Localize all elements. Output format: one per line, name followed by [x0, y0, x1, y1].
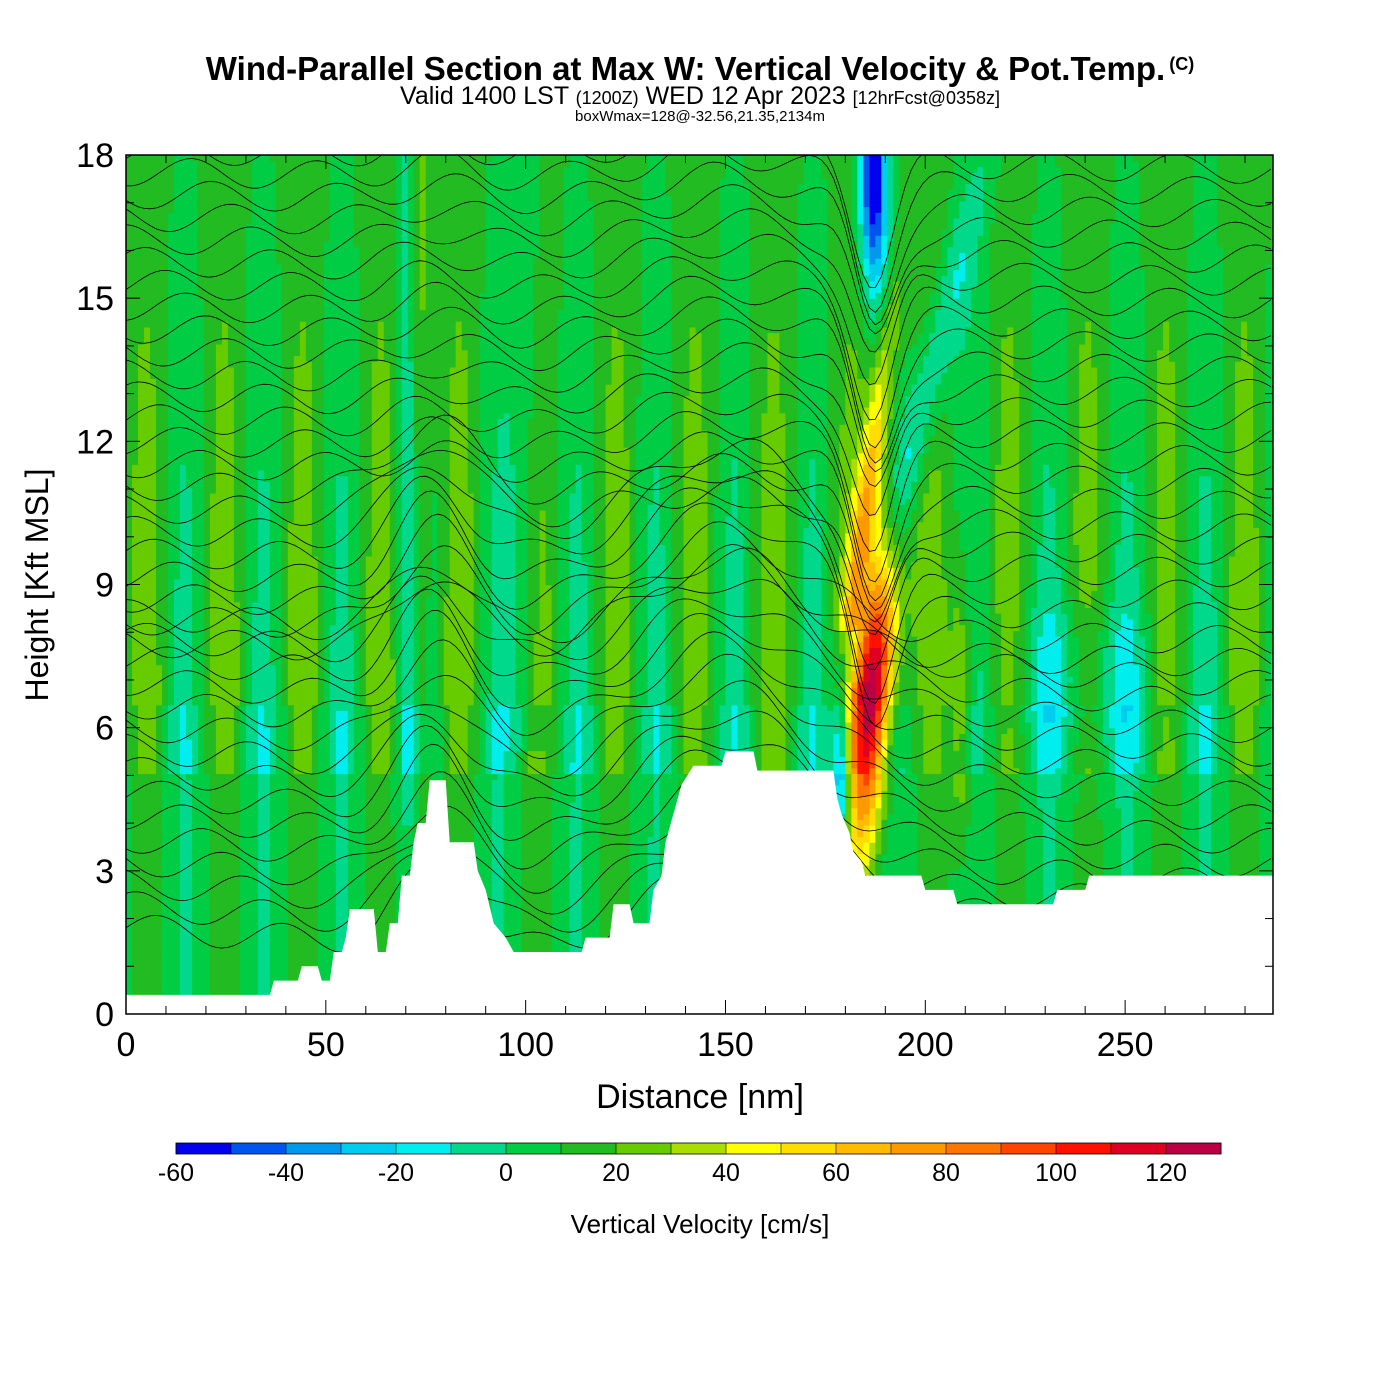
- colorbar-swatch: [1001, 1143, 1057, 1154]
- colorbar-swatch: [231, 1143, 287, 1154]
- y-tick-label: 0: [95, 996, 114, 1034]
- y-axis-label: Height [Kft MSL]: [19, 469, 55, 702]
- potential-temperature-contours: [126, 155, 1272, 1012]
- chart-info-line: boxWmax=128@-32.56,21.35,2134m: [0, 108, 1400, 125]
- colorbar-swatch: [396, 1143, 452, 1154]
- x-tick-label: 100: [497, 1026, 554, 1064]
- y-tick-label: 3: [95, 853, 114, 891]
- x-tick-label: 250: [1097, 1026, 1154, 1064]
- plot-area: [126, 155, 1273, 1014]
- colorbar-label: Vertical Velocity [cm/s]: [571, 1209, 830, 1239]
- colorbar-swatch: [891, 1143, 947, 1154]
- colorbar-tick-label: 40: [712, 1159, 740, 1187]
- x-tick-label: 50: [307, 1026, 345, 1064]
- y-tick-label: 9: [95, 567, 114, 605]
- chart-title: Wind-Parallel Section at Max W: Vertical…: [0, 50, 1400, 88]
- colorbar-tick-label: 120: [1145, 1159, 1187, 1187]
- x-axis-label: Distance [nm]: [596, 1078, 804, 1116]
- colorbar-tick-label: 60: [822, 1159, 850, 1187]
- colorbar-tick-label: -20: [378, 1159, 414, 1187]
- x-tick-label: 200: [897, 1026, 954, 1064]
- colorbar-swatch: [286, 1143, 342, 1154]
- x-tick-label: 0: [117, 1026, 136, 1064]
- y-tick-label: 6: [95, 710, 114, 748]
- colorbar-swatch: [1056, 1143, 1112, 1154]
- colorbar: -60 -40 -20 0 20 40 60 80 100 120: [158, 1142, 1222, 1187]
- colorbar-swatch: [176, 1143, 232, 1154]
- y-tick-label: 18: [76, 137, 114, 175]
- colorbar-swatch: [506, 1143, 562, 1154]
- colorbar-swatch: [1111, 1143, 1167, 1154]
- colorbar-swatch: [451, 1143, 507, 1154]
- colorbar-swatch: [946, 1143, 1002, 1154]
- colorbar-swatch: [341, 1143, 397, 1154]
- x-axis: 0 50 100 150 200 250: [117, 155, 1246, 1064]
- colorbar-tick-label: -40: [268, 1159, 304, 1187]
- colorbar-tick-label: 0: [499, 1159, 513, 1187]
- chart-subtitle: Valid 1400 LST (1200Z) WED 12 Apr 2023 […: [0, 82, 1400, 111]
- y-tick-label: 15: [76, 280, 114, 318]
- colorbar-swatch: [671, 1143, 727, 1154]
- colorbar-swatch: [781, 1143, 837, 1154]
- colorbar-tick-label: 80: [932, 1159, 960, 1187]
- colorbar-swatch: [561, 1143, 617, 1154]
- colorbar-swatch: [726, 1143, 782, 1154]
- colorbar-swatch: [1166, 1143, 1222, 1154]
- x-tick-label: 150: [697, 1026, 754, 1064]
- colorbar-swatch: [836, 1143, 892, 1154]
- colorbar-swatch: [616, 1143, 672, 1154]
- y-tick-label: 12: [76, 423, 114, 461]
- terrain-mask: [126, 751, 1273, 1014]
- colorbar-tick-label: 20: [602, 1159, 630, 1187]
- colorbar-tick-label: -60: [158, 1159, 194, 1187]
- colorbar-tick-label: 100: [1035, 1159, 1077, 1187]
- y-axis: 0 3 6 9 12 15 18: [76, 137, 1273, 1034]
